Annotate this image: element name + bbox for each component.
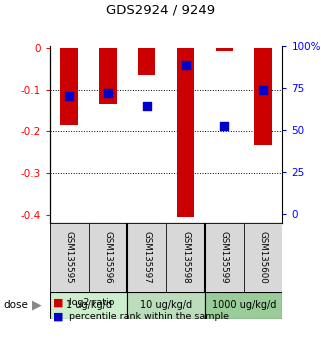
Bar <box>205 292 282 319</box>
Bar <box>166 223 205 292</box>
Bar <box>205 223 244 292</box>
Text: GSM135598: GSM135598 <box>181 231 190 284</box>
Text: ▶: ▶ <box>32 299 42 312</box>
Bar <box>99 48 117 104</box>
Point <box>183 62 188 68</box>
Bar <box>89 223 127 292</box>
Text: GSM135600: GSM135600 <box>259 231 268 284</box>
Bar <box>254 48 272 145</box>
Text: percentile rank within the sample: percentile rank within the sample <box>69 312 229 321</box>
Bar <box>138 48 155 75</box>
Bar <box>244 223 282 292</box>
Text: 1000 ug/kg/d: 1000 ug/kg/d <box>212 300 276 310</box>
Bar <box>177 48 194 217</box>
Text: GSM135595: GSM135595 <box>65 231 74 284</box>
Text: log2 ratio: log2 ratio <box>69 298 114 307</box>
Text: GDS2924 / 9249: GDS2924 / 9249 <box>106 4 215 17</box>
Text: 1 ug/kg/d: 1 ug/kg/d <box>65 300 111 310</box>
Text: ■: ■ <box>53 312 64 322</box>
Bar <box>60 48 78 125</box>
Bar <box>127 223 166 292</box>
Point <box>144 104 149 109</box>
Point <box>261 87 266 93</box>
Text: GSM135599: GSM135599 <box>220 231 229 284</box>
Text: dose: dose <box>3 300 28 310</box>
Point <box>66 93 72 99</box>
Point <box>222 124 227 129</box>
Bar <box>50 292 127 319</box>
Text: GSM135596: GSM135596 <box>103 231 112 284</box>
Text: GSM135597: GSM135597 <box>142 231 151 284</box>
Bar <box>50 223 89 292</box>
Bar <box>216 48 233 51</box>
Bar <box>127 292 205 319</box>
Text: 10 ug/kg/d: 10 ug/kg/d <box>140 300 192 310</box>
Point <box>105 90 110 96</box>
Text: ■: ■ <box>53 298 64 308</box>
